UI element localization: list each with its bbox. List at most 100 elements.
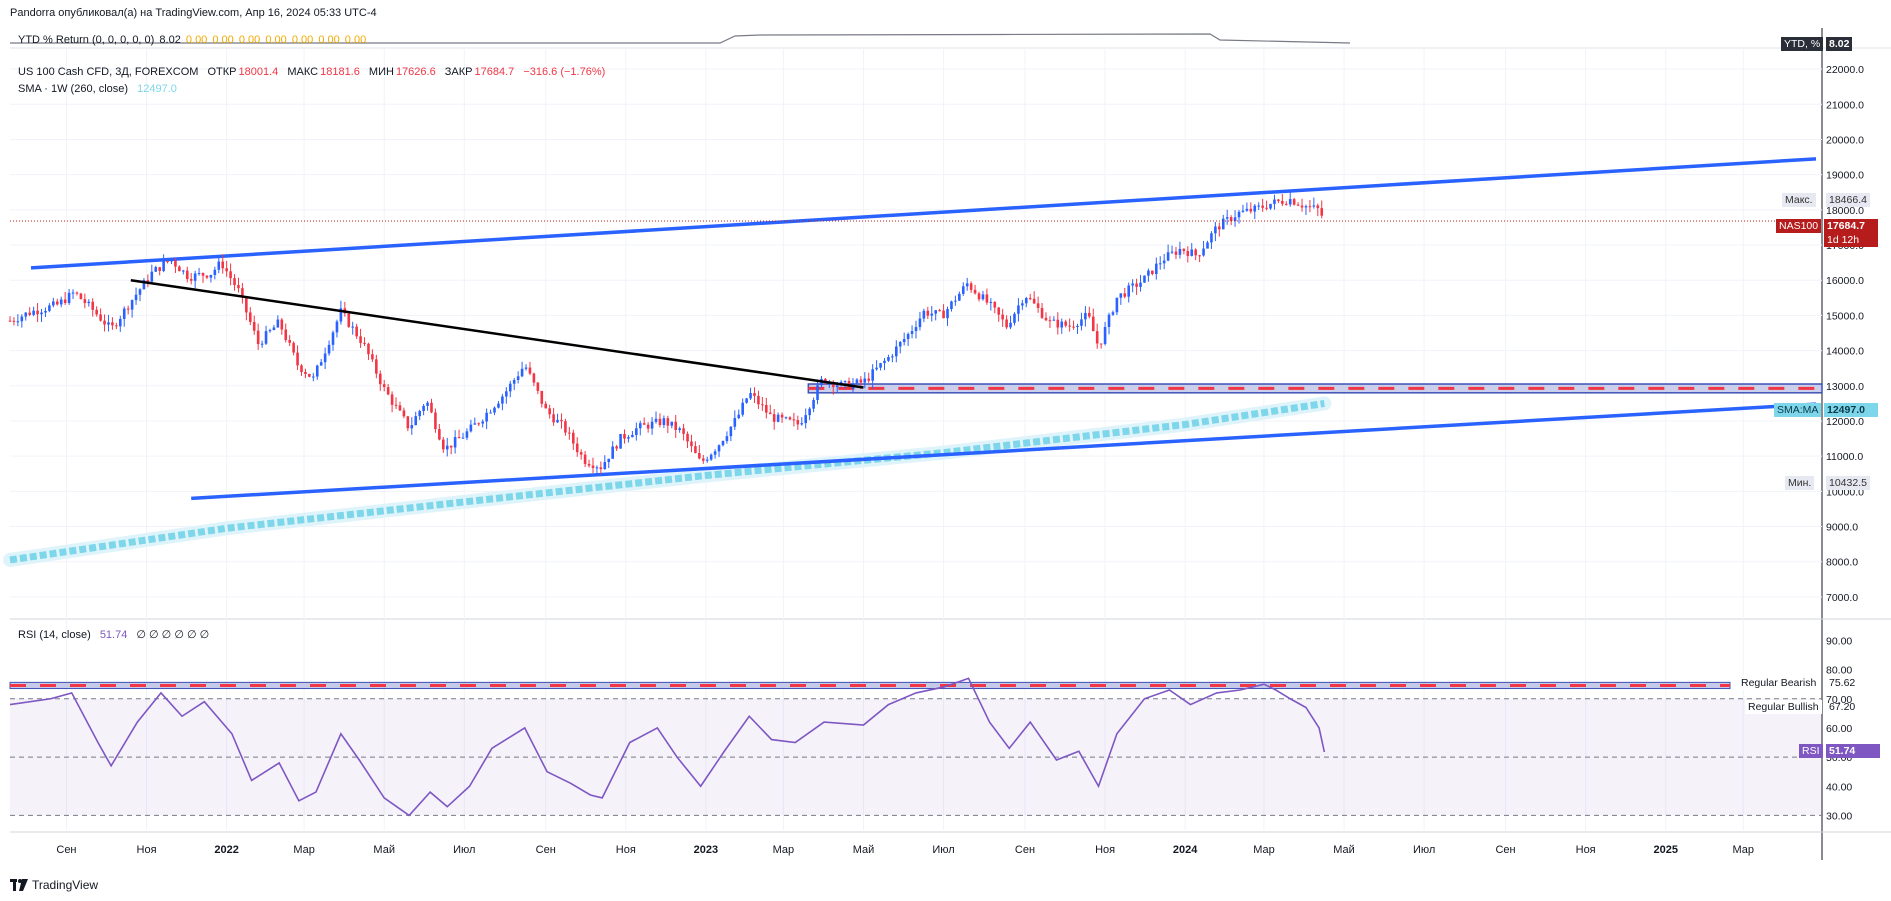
candle-body	[1221, 218, 1225, 230]
candle-body	[367, 343, 370, 355]
candle-body	[237, 285, 240, 289]
candle-body	[690, 441, 693, 447]
candle-body	[898, 342, 902, 347]
candle-body	[158, 267, 161, 271]
rsi-legend[interactable]: RSI (14, close) 51.74 ∅ ∅ ∅ ∅ ∅ ∅	[18, 628, 211, 641]
candle-body	[1174, 251, 1178, 255]
time-tick-label: Ноя	[137, 844, 157, 856]
candle-body	[958, 293, 961, 301]
main-legend[interactable]: US 100 Cash CFD, 3Д, FOREXCOM ОТКР 18001.…	[18, 66, 607, 78]
candle-body	[193, 273, 197, 281]
candle-body	[512, 380, 516, 384]
candle-body	[493, 407, 496, 413]
time-tick-label: Май	[1333, 844, 1355, 856]
candle-body	[776, 414, 780, 422]
candle-body	[339, 308, 343, 322]
ytd-tag-value: 8.02	[1826, 37, 1853, 51]
candle-body	[654, 418, 658, 422]
candle-body	[768, 412, 772, 415]
candle-body	[552, 414, 555, 423]
candle-body	[619, 433, 622, 449]
candle-body	[457, 437, 461, 439]
candle-body	[1036, 303, 1040, 308]
candle-body	[1229, 217, 1233, 222]
candle-body	[95, 309, 98, 315]
candle-body	[1154, 263, 1158, 274]
candle-body	[1300, 205, 1304, 208]
candle-body	[1265, 207, 1268, 209]
candle-body	[331, 332, 335, 345]
candle-body	[418, 411, 421, 417]
ytd-line	[10, 33, 1351, 44]
candle-body	[1099, 343, 1103, 345]
candle-body	[993, 302, 997, 308]
candle-body	[505, 391, 508, 397]
candle-body	[895, 346, 898, 357]
candle-body	[162, 261, 165, 271]
candle-body	[733, 418, 737, 427]
candle-body	[449, 445, 453, 448]
candle-body	[985, 294, 989, 303]
candle-body	[1182, 248, 1186, 251]
candle-body	[1198, 255, 1201, 257]
candle-body	[615, 446, 618, 449]
ytd-legend[interactable]: YTD % Return (0, 0, 0, 0, 0) 8.02 0.00 0…	[18, 34, 368, 46]
candle-body	[107, 322, 110, 325]
price-tick-label: 18000.0	[1826, 205, 1864, 217]
candle-body	[453, 437, 457, 448]
candles	[8, 191, 1324, 476]
candle-body	[233, 278, 236, 286]
candle-body	[414, 416, 418, 426]
low-value: 17626.6	[395, 66, 436, 78]
candle-body	[477, 423, 481, 425]
ytd-value: 8.02	[159, 34, 181, 46]
candle-body	[1162, 260, 1166, 264]
candle-body	[308, 373, 311, 377]
candle-body	[926, 310, 930, 316]
candle-body	[288, 339, 291, 343]
sma-legend[interactable]: SMA · 1W (260, close) 12497.0	[18, 83, 179, 95]
descending-trendline	[130, 278, 864, 389]
candle-body	[1127, 285, 1131, 297]
candle-body	[1214, 226, 1217, 234]
candle-body	[721, 441, 725, 446]
last-price-tag: 17684.7	[1824, 219, 1878, 233]
candle-body	[497, 403, 500, 408]
candle-body	[20, 316, 24, 322]
candle-body	[1072, 326, 1075, 328]
candle-body	[910, 331, 914, 334]
candle-body	[642, 423, 646, 425]
candle-body	[694, 446, 697, 454]
candle-body	[772, 414, 776, 422]
lower-channel-line	[191, 402, 1817, 501]
candle-body	[831, 382, 835, 388]
candle-body	[71, 292, 75, 294]
candle-body	[197, 273, 201, 275]
candle-body	[595, 467, 599, 469]
candle-body	[1056, 319, 1060, 328]
candle-body	[1091, 316, 1095, 332]
max-tag-label: Макс.	[1782, 193, 1816, 207]
candle-body	[816, 385, 819, 401]
candle-body	[796, 419, 800, 425]
candle-body	[1225, 217, 1229, 219]
time-tick-label: 2023	[694, 844, 718, 856]
candle-body	[1001, 314, 1004, 320]
candle-body	[1245, 208, 1249, 211]
candle-body	[532, 373, 536, 383]
candle-body	[556, 419, 559, 423]
candle-body	[1095, 331, 1099, 344]
candle-body	[241, 288, 244, 297]
time-tick-label: Май	[373, 844, 395, 856]
rsi-tick-label: 80.00	[1826, 665, 1852, 677]
footer-brand[interactable]: TradingView	[10, 878, 98, 892]
min-tag-value: 10432.5	[1826, 476, 1870, 490]
candle-body	[32, 310, 35, 315]
candle-body	[79, 293, 83, 300]
candle-body	[989, 302, 993, 304]
ytd-extra-3: 0.00	[265, 34, 287, 46]
candle-body	[977, 293, 981, 300]
candle-body	[548, 408, 551, 415]
candle-body	[603, 462, 607, 470]
